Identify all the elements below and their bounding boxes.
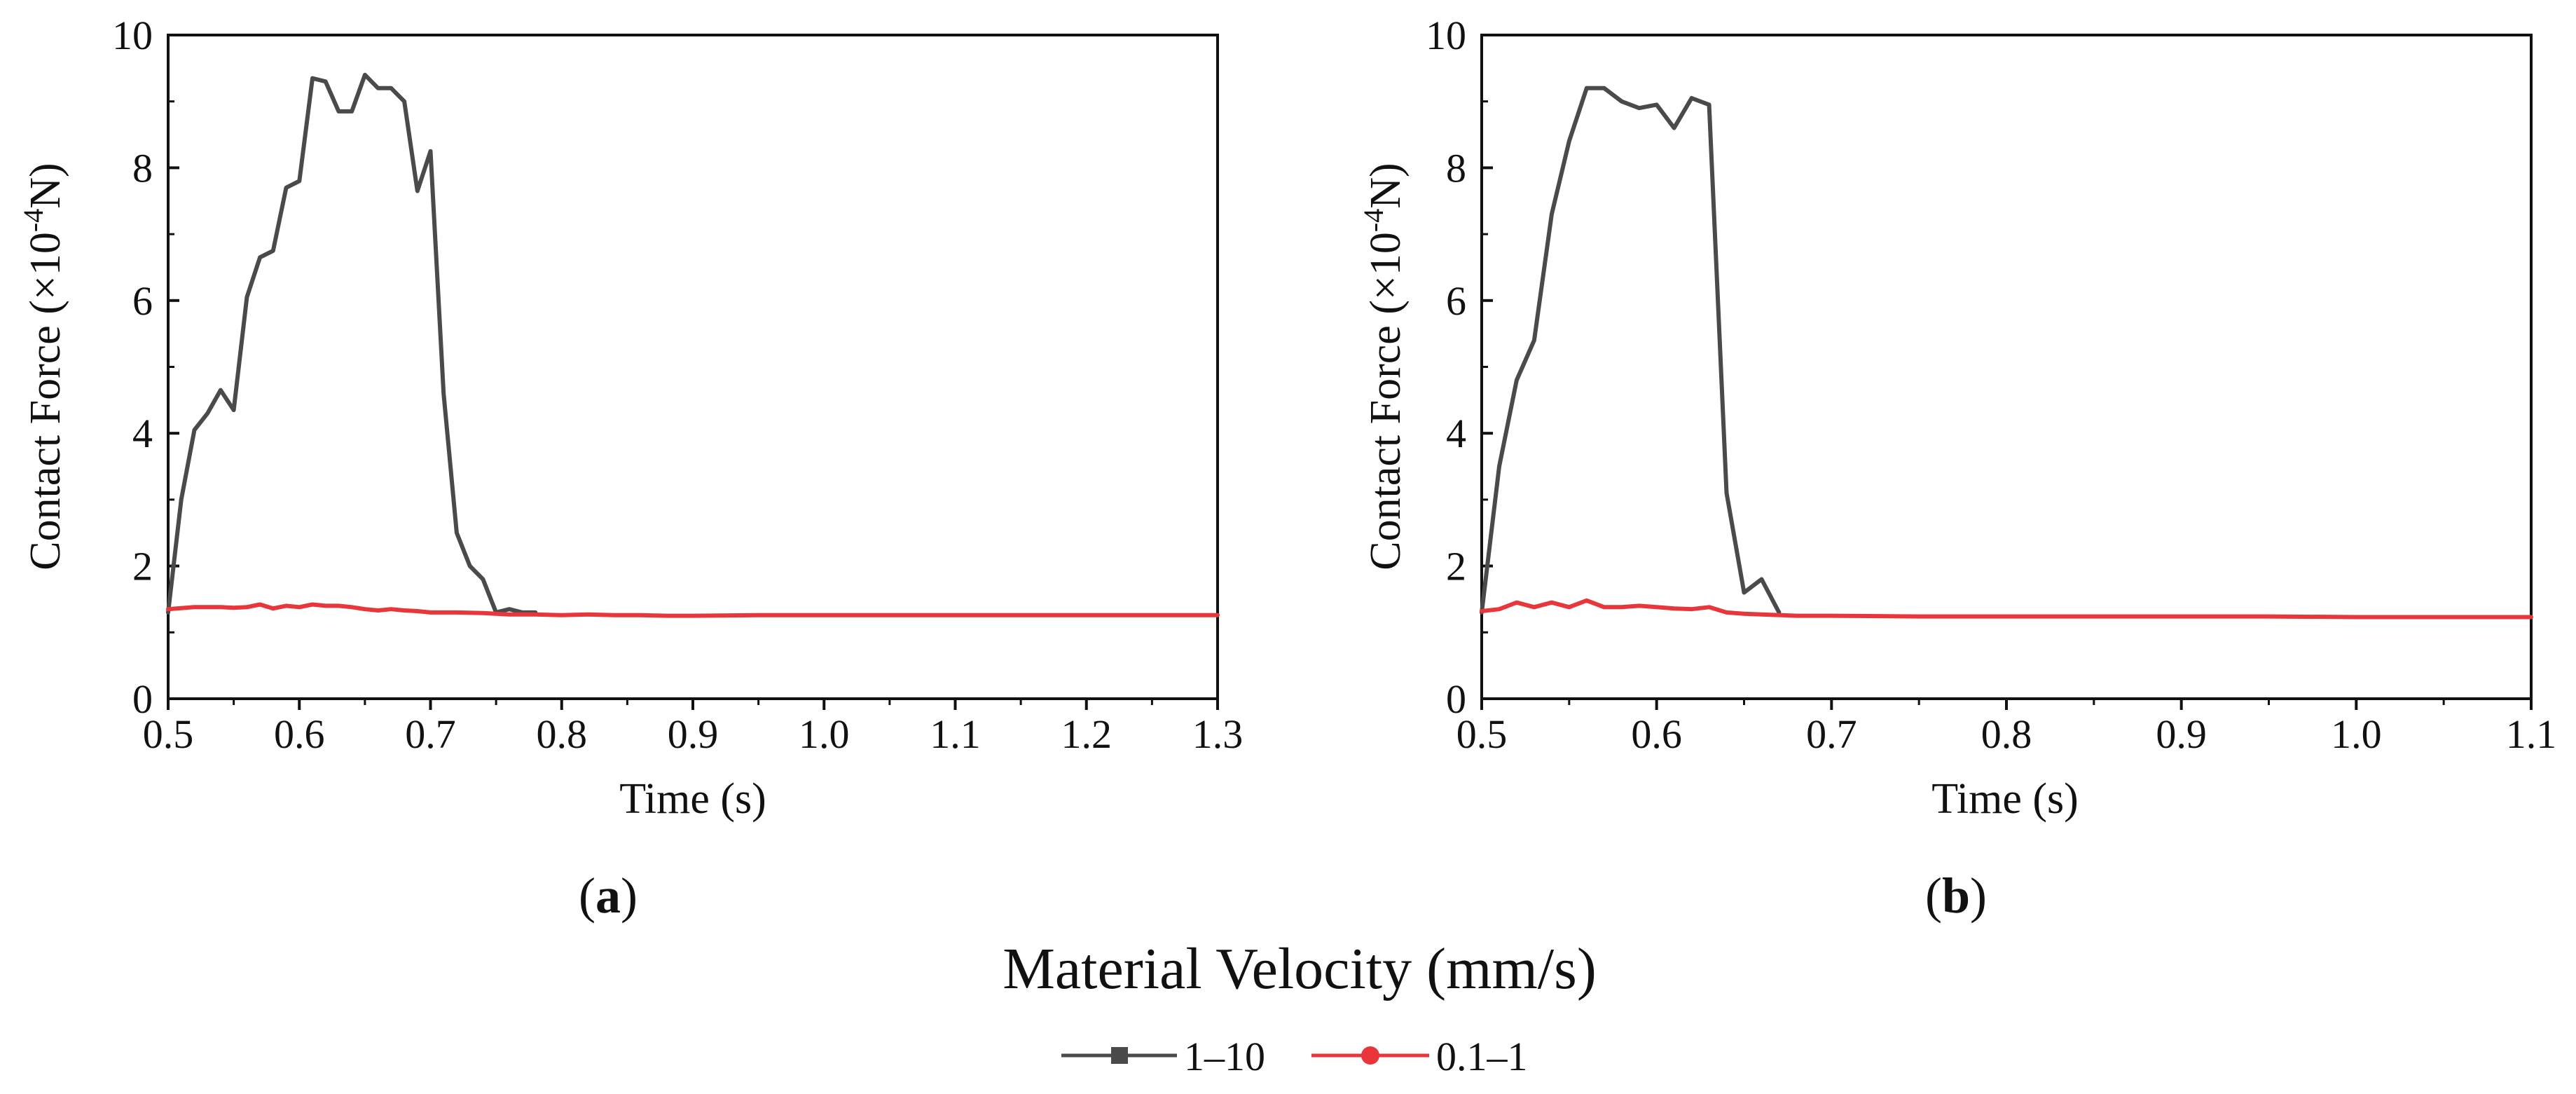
y-tick-label: 8	[132, 145, 153, 191]
y-tick-label: 0	[132, 676, 153, 722]
x-tick-label: 0.9	[668, 711, 719, 757]
y-axis-ticks: 0 2 4 6 8 10	[112, 13, 179, 722]
x-tick-label: 0.6	[1631, 711, 1682, 757]
x-axis-title: Time (s)	[1931, 775, 2079, 823]
y-axis-title-exponent: -4	[18, 209, 49, 232]
x-tick-label: 0.8	[537, 711, 588, 757]
x-tick-label: 0.9	[2156, 711, 2207, 757]
y-axis-title: Contact Force (×10-4N)	[1358, 163, 1410, 570]
y-axis-title-suffix: N)	[22, 163, 69, 208]
plot-area-frame	[1480, 34, 2533, 700]
x-tick-label: 1.1	[2506, 711, 2557, 757]
panel-label-b: (b)	[1925, 868, 1987, 924]
plot-area-frame	[167, 34, 1219, 700]
y-tick-label: 8	[1446, 145, 1466, 191]
legend-title: Material Velocity (mm/s)	[1003, 936, 1597, 1001]
series-line-0-1-1	[1480, 598, 2533, 620]
series-line-0-1-1	[166, 602, 1220, 618]
x-tick-label: 0.7	[1806, 711, 1857, 757]
y-tick-label: 10	[112, 13, 153, 58]
y-tick-label: 10	[1426, 13, 1466, 58]
series-layer	[1480, 86, 2533, 620]
legend-entry-0-1-1: 0.1–1	[1311, 1034, 1528, 1079]
y-tick-label: 6	[1446, 278, 1466, 324]
x-tick-label: 1.0	[799, 711, 850, 757]
x-tick-label: 0.6	[274, 711, 325, 757]
series-layer	[166, 72, 1220, 618]
chart-panel-b: 0 2 4 6 8 10 0.5 0.6 0.7 0.8 0.9 1.0 1.1 Time (s) C…	[1358, 13, 2556, 924]
y-tick-label: 2	[1446, 544, 1466, 589]
x-axis-title: Time (s)	[619, 775, 766, 823]
y-tick-label: 2	[132, 544, 153, 589]
x-tick-label: 0.8	[1981, 711, 2032, 757]
x-tick-label: 1.1	[930, 711, 981, 757]
legend-label-1-10: 1–10	[1184, 1034, 1265, 1079]
x-axis-ticks: 0.5 0.6 0.7 0.8 0.9 1.0 1.1 1.2 1.3	[143, 699, 1244, 757]
x-tick-label: 0.5	[143, 711, 194, 757]
y-tick-label: 4	[1446, 411, 1466, 456]
y-axis-title-suffix: N)	[1362, 163, 1410, 208]
y-axis-title-exponent: -4	[1358, 209, 1389, 232]
x-tick-label: 0.5	[1456, 711, 1508, 757]
x-tick-label: 1.3	[1192, 711, 1244, 757]
x-tick-label: 1.0	[2331, 711, 2382, 757]
panel-label-letter: b	[1942, 868, 1970, 924]
y-axis-title: Contact Force (×10-4N)	[18, 163, 69, 570]
y-tick-label: 4	[132, 411, 153, 456]
x-tick-label: 0.7	[405, 711, 456, 757]
legend-label-0-1-1: 0.1–1	[1436, 1034, 1528, 1079]
y-axis-title-prefix: Contact Force (×10	[22, 232, 69, 570]
series-line-1-10	[1480, 86, 1782, 615]
series-line-1-10	[166, 72, 538, 615]
legend: Material Velocity (mm/s) 1–10 0.1–1	[1003, 936, 1597, 1079]
x-tick-label: 1.2	[1061, 711, 1113, 757]
x-axis-ticks: 0.5 0.6 0.7 0.8 0.9 1.0 1.1	[1456, 699, 2557, 757]
y-axis-ticks: 0 2 4 6 8 10	[1426, 13, 1493, 722]
legend-entry-1-10: 1–10	[1061, 1034, 1265, 1079]
y-tick-label: 0	[1446, 676, 1466, 722]
y-axis-title-prefix: Contact Force (×10	[1362, 232, 1410, 570]
chart-panel-a: 0 2 4 6 8 10 0.5 0.6 0.7 0.8 0.9 1.0 1.1 1.2 1.3 Time…	[18, 13, 1243, 924]
panel-label-a: (a)	[579, 868, 638, 924]
y-tick-label: 6	[132, 278, 153, 324]
legend-marker-circle-icon	[1361, 1046, 1379, 1065]
legend-marker-square-icon	[1111, 1047, 1128, 1064]
panel-label-letter: a	[595, 868, 621, 924]
